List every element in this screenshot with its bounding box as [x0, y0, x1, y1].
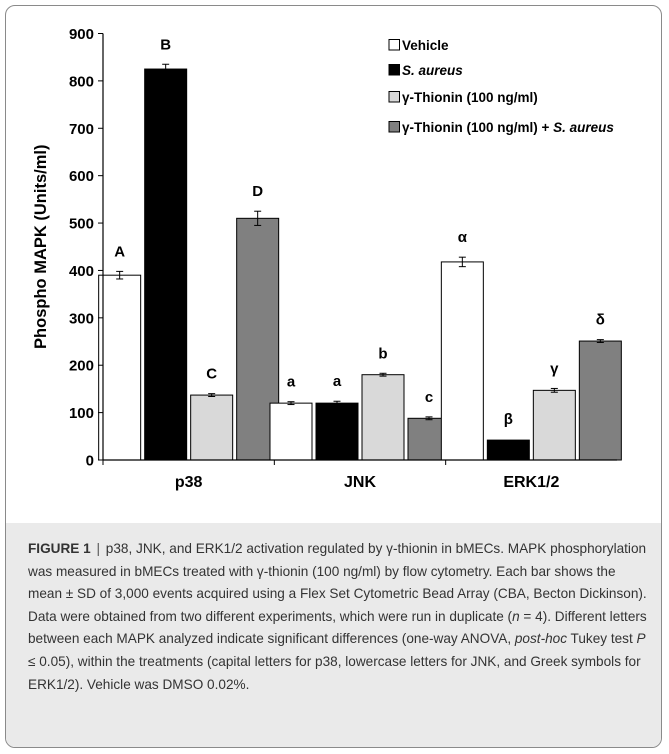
y-tick-label: 900	[69, 26, 94, 43]
bar	[269, 402, 313, 461]
legend-swatch	[388, 64, 400, 76]
significance-letter: A	[114, 243, 125, 260]
figure-panel: 0 100 200 300 400 500 600 700 800 900 Phospho MAPK…	[5, 5, 662, 748]
y-tick-label: 500	[69, 216, 94, 233]
y-tick-label: 800	[69, 73, 94, 90]
bar	[315, 402, 359, 461]
significance-letter: δ	[596, 312, 605, 329]
bar	[144, 68, 188, 461]
significance-letter: α	[458, 229, 468, 246]
caption-label: FIGURE 1	[28, 541, 91, 556]
legend-label: Vehicle	[402, 38, 449, 53]
legend-swatch	[388, 39, 400, 51]
category-label: JNK	[344, 474, 376, 491]
bar	[578, 340, 622, 461]
significance-letter: c	[425, 389, 433, 406]
y-tick-label: 100	[69, 405, 94, 422]
y-axis-label: Phospho MAPK (Units/ml)	[32, 145, 50, 349]
y-tick-label: 300	[69, 310, 94, 327]
bar	[486, 439, 530, 461]
category-label: p38	[175, 474, 203, 491]
bar-chart: 0 100 200 300 400 500 600 700 800 900 Phospho MAPK…	[32, 26, 622, 491]
significance-letter: D	[252, 183, 263, 200]
bar	[440, 261, 484, 461]
y-tick-label: 400	[69, 263, 94, 280]
significance-letter: b	[378, 345, 387, 362]
legend-swatch	[388, 121, 400, 133]
legend-label: γ-Thionin (100 ng/ml)	[402, 90, 538, 105]
y-tick-label: 600	[69, 168, 94, 185]
category-label: ERK1/2	[503, 474, 559, 491]
bar	[190, 394, 234, 461]
significance-letter: B	[160, 36, 171, 53]
bar	[361, 374, 405, 461]
bar	[98, 274, 142, 461]
significance-letter: β	[504, 411, 513, 428]
y-tick-label: 0	[86, 453, 94, 470]
legend-label: S. aureus	[402, 63, 463, 78]
legend-swatch	[388, 91, 400, 103]
y-tick-label: 200	[69, 358, 94, 375]
legend-label: γ-Thionin (100 ng/ml) + S. aureus	[402, 120, 614, 135]
bar	[532, 389, 576, 461]
figure-caption: FIGURE 1 | p38, JNK, and ERK1/2 activati…	[28, 538, 648, 696]
caption-body: p38, JNK, and ERK1/2 activation regulate…	[28, 541, 647, 692]
significance-letter: a	[333, 373, 342, 390]
caption-separator: |	[96, 541, 101, 556]
significance-letter: C	[206, 366, 217, 383]
y-tick-label: 700	[69, 121, 94, 138]
caption-box: FIGURE 1 | p38, JNK, and ERK1/2 activati…	[6, 523, 661, 747]
significance-letter: a	[287, 374, 296, 391]
significance-letter: γ	[550, 360, 559, 377]
